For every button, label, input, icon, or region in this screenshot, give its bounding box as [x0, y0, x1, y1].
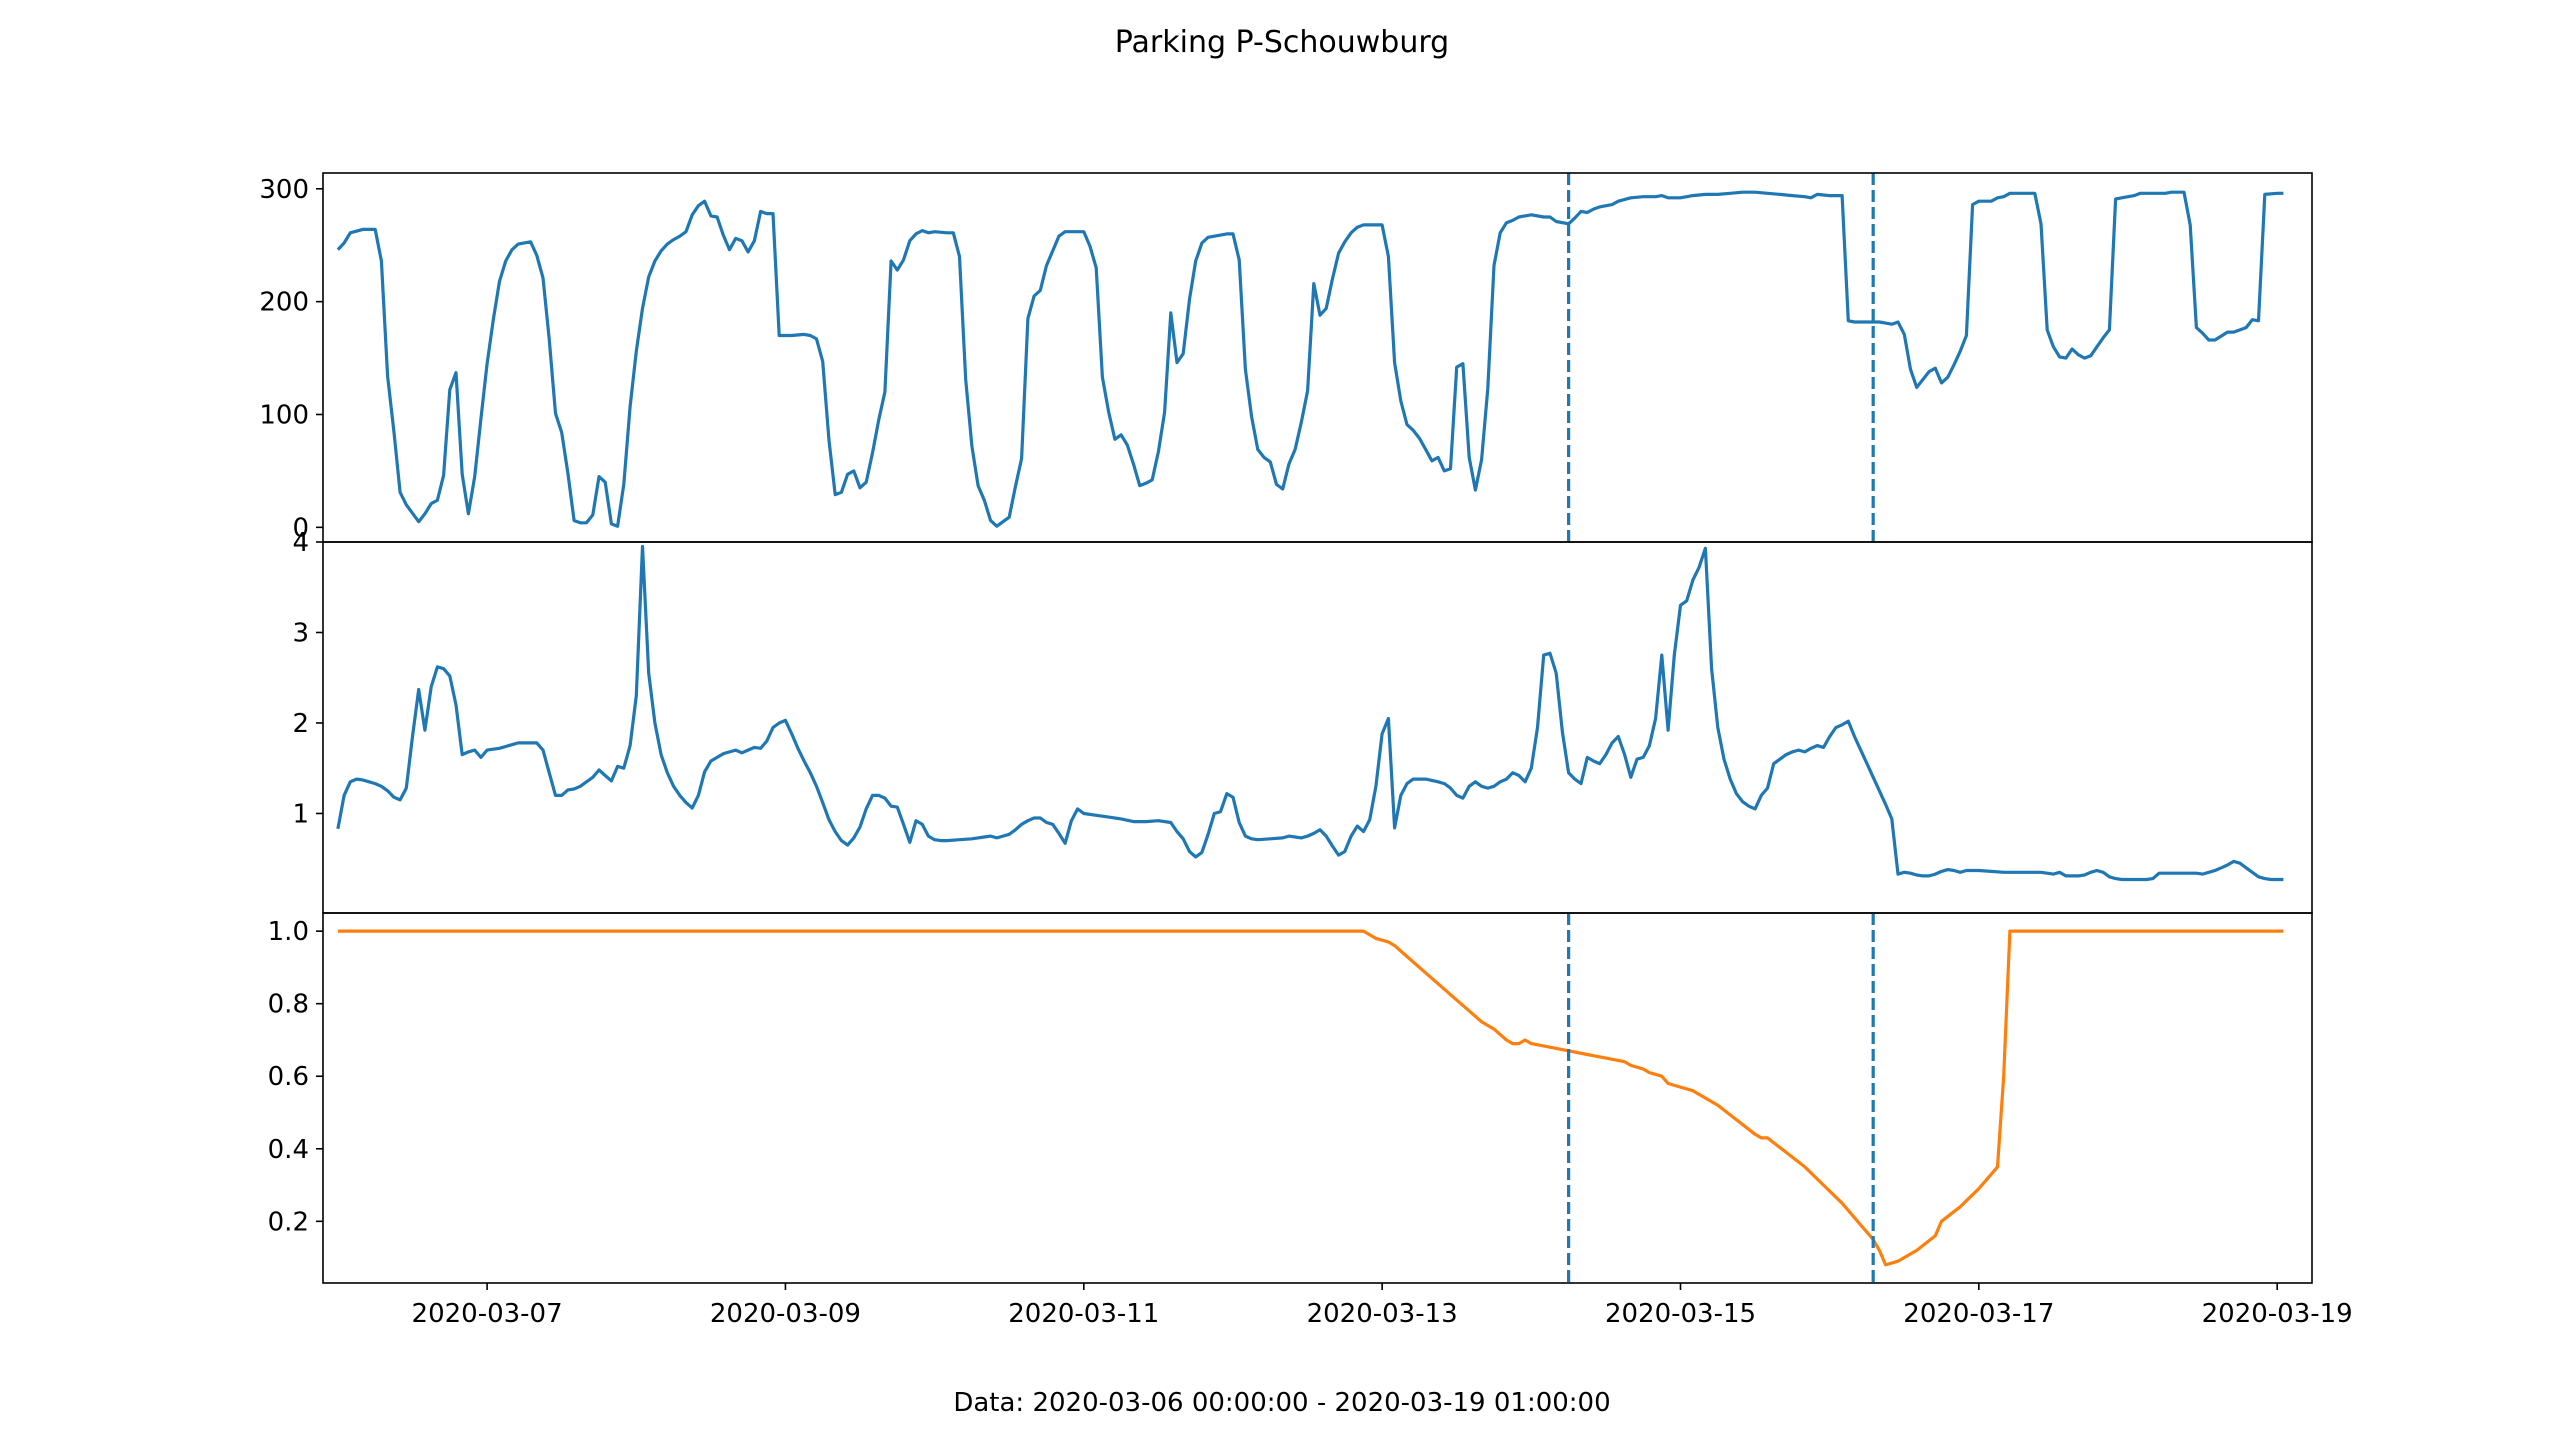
y-tick-label: 3 — [292, 618, 309, 648]
x-tick-label: 2020-03-11 — [1008, 1299, 1159, 1329]
chart-footer: Data: 2020-03-06 00:00:00 - 2020-03-19 0… — [953, 1388, 1610, 1418]
y-tick-label: 0.8 — [268, 990, 309, 1020]
panel-1: 0 100 200 300 — [259, 172, 2313, 543]
panel-2-series-line — [336, 544, 2284, 882]
y-tick-label: 1 — [292, 799, 309, 829]
chart-title: Parking P-Schouwburg — [1115, 25, 1449, 60]
x-tick-label: 2020-03-15 — [1605, 1299, 1756, 1329]
y-tick-label: 2 — [292, 709, 309, 739]
x-tick-label: 2020-03-07 — [412, 1299, 563, 1329]
x-tick-label: 2020-03-19 — [2202, 1299, 2353, 1329]
panel-3: 0.2 0.4 0.6 0.8 1.0 — [268, 912, 2313, 1284]
panel-1-series-line — [336, 190, 2284, 528]
x-tick-label: 2020-03-09 — [710, 1299, 861, 1329]
y-tick-label: 4 — [292, 528, 309, 558]
y-tick-label: 0.4 — [268, 1135, 309, 1165]
y-tick-label: 300 — [259, 175, 309, 205]
y-tick-label: 0.2 — [268, 1207, 309, 1237]
panel-3-series-line — [337, 929, 2284, 1267]
panel-3-frame — [322, 912, 2313, 1284]
x-tick-label: 2020-03-13 — [1307, 1299, 1458, 1329]
x-tick-label: 2020-03-17 — [1903, 1299, 2054, 1329]
y-tick-label: 0 — [292, 513, 309, 543]
y-tick-label: 0.6 — [268, 1062, 309, 1092]
y-tick-label: 1.0 — [268, 917, 309, 947]
y-tick-label: 100 — [259, 400, 309, 430]
y-tick-label: 200 — [259, 288, 309, 318]
